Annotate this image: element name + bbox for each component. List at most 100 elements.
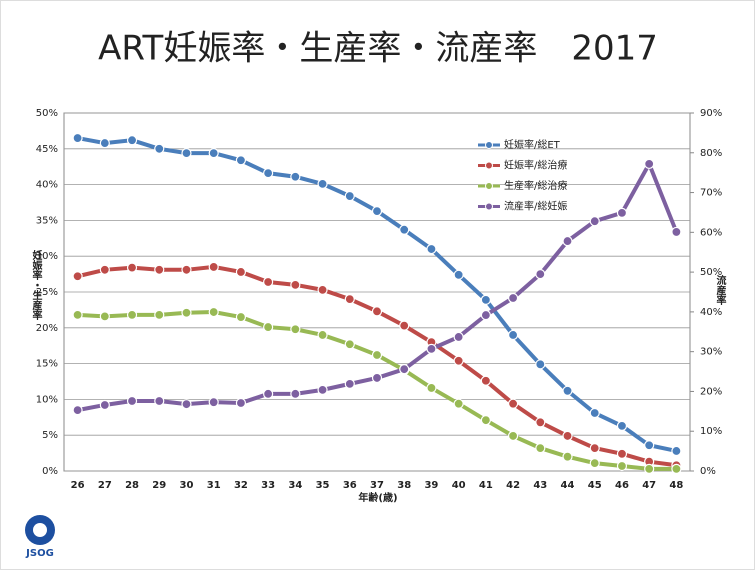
data-point [426,382,437,394]
data-point [589,216,600,227]
data-point [453,331,464,343]
x-tick-label: 26 [71,480,85,491]
x-tick-label: 38 [397,480,411,491]
logo: JSOG [25,515,55,559]
data-point [263,276,274,288]
legend-label: 流産率/総妊娠 [504,200,567,213]
data-point [589,442,600,454]
data-point [671,463,682,474]
data-point [235,311,247,323]
x-tick-label: 29 [152,480,166,491]
data-point [616,448,628,459]
x-tick-label: 47 [642,480,656,491]
x-tick-label: 40 [452,480,466,491]
data-point [317,178,328,189]
legend-label: 妊娠率/総ET [504,138,561,151]
y-tick-label: 35% [36,215,58,226]
data-point [126,262,138,273]
data-point [99,137,110,149]
data-point [72,132,83,144]
data-point [453,398,464,409]
data-point [535,269,546,280]
x-tick-label: 27 [98,480,112,491]
data-point [644,440,655,451]
y-tick-label: 40% [36,180,58,191]
y2-tick-label: 10% [700,426,722,437]
data-point [535,359,546,370]
data-point [181,307,192,318]
data-point [344,378,355,389]
data-point [99,264,110,275]
data-point [616,460,628,472]
x-tick-label: 36 [343,480,357,491]
data-point [344,294,355,305]
data-point [290,171,301,182]
y2-tick-label: 60% [700,227,722,238]
data-point [208,261,219,273]
x-tick-label: 46 [615,480,629,491]
y2-tick-label: 20% [700,386,722,397]
data-point [480,294,491,305]
data-point [480,375,491,386]
data-point [453,355,464,366]
y-tick-label: 15% [36,359,58,370]
data-point [371,349,383,361]
y-tick-label: 30% [36,251,58,262]
data-point [181,147,192,159]
data-point [562,451,573,462]
data-point [99,311,110,322]
data-point [154,264,165,275]
data-point [126,135,138,146]
data-point [644,463,655,474]
legend-marker [485,141,493,149]
data-point [562,430,573,442]
y2-axis-label: 流産率 [714,274,726,306]
legend-label: 生産率/総治療 [504,179,567,192]
y2-tick-label: 70% [700,188,722,199]
data-point [317,329,328,341]
y2-tick-label: 80% [700,148,722,159]
data-point [535,417,546,428]
data-point [480,415,491,426]
data-point [235,397,247,409]
x-tick-label: 33 [261,480,275,491]
y-tick-label: 0% [42,466,58,477]
data-point [507,329,519,341]
data-point [72,271,83,282]
legend-label: 妊娠率/総治療 [504,159,567,172]
y2-tick-label: 0% [700,466,716,477]
data-point [317,284,328,295]
y2-tick-label: 90% [700,108,722,119]
y-tick-label: 25% [36,287,58,298]
data-point [263,388,274,399]
data-point [507,292,519,304]
data-point [671,445,682,457]
data-point [426,243,437,255]
logo-text: JSOG [25,548,54,559]
x-tick-label: 28 [125,480,139,491]
data-point [290,324,301,335]
data-point [589,407,600,419]
legend-marker [485,161,493,170]
data-point [399,224,410,235]
x-tick-label: 34 [288,480,302,491]
data-point [290,388,301,399]
x-tick-label: 42 [506,480,520,491]
data-point [72,309,83,321]
data-point [290,279,301,290]
legend-marker [485,202,493,211]
y-tick-label: 5% [42,430,58,441]
x-tick-label: 37 [370,480,384,491]
data-point [263,168,274,179]
chart-title: ART妊娠率・生産率・流産率 2017 [98,29,658,69]
data-point [154,395,165,407]
data-point [235,266,247,278]
data-point [562,385,573,396]
data-point [589,458,600,469]
x-tick-label: 45 [588,480,602,491]
data-point [371,205,383,217]
x-tick-label: 31 [207,480,221,491]
data-point [371,306,383,317]
legend-marker [485,182,493,190]
